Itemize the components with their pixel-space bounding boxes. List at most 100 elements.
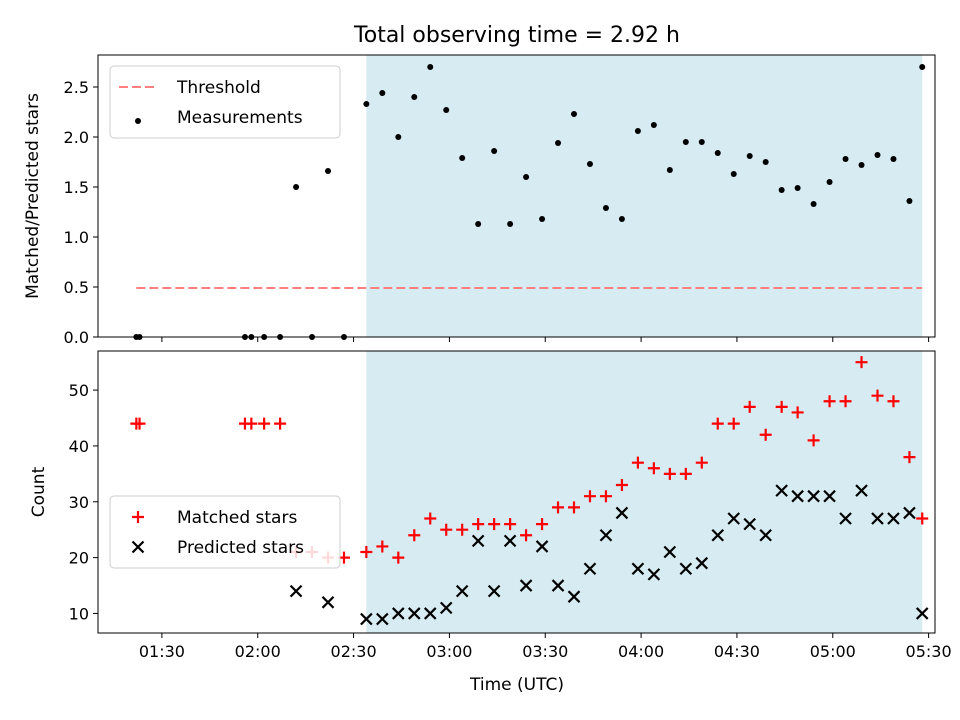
data-point [919,64,926,70]
data-point [759,428,772,441]
data-point [916,512,929,525]
x-tick-label: 01:30 [139,642,185,661]
data-point [762,159,769,165]
legend-swatch [135,118,141,124]
data-point [520,529,533,542]
data-point [274,417,287,430]
data-point [519,579,533,592]
data-point [871,389,884,402]
data-point [871,512,884,525]
data-point [360,612,373,626]
x-tick-label: 04:00 [618,642,664,661]
data-point [631,456,644,469]
data-point [504,518,517,531]
data-point [535,540,549,553]
data-point [695,456,708,469]
data-point [475,221,482,227]
data-point [472,518,485,531]
data-point [839,512,852,525]
data-point [650,122,657,128]
data-point [647,568,661,581]
y-axis-label: Count [29,466,49,517]
data-point [376,612,389,626]
data-point [456,523,469,536]
chart-title: Total observing time = 2.92 h [353,23,680,48]
data-point [615,479,628,492]
x-tick-label: 03:00 [426,642,472,661]
data-point [455,584,469,598]
data-point [583,490,596,503]
data-point [903,451,916,464]
y-tick-label: 1.5 [64,178,89,197]
y-tick-label: 50 [69,381,89,400]
data-point [711,417,724,430]
data-point [647,462,660,475]
plot-frame [97,54,936,338]
data-point [258,417,271,430]
legend-swatch [131,540,145,554]
data-point [631,562,645,576]
count-panel: 10 20 30 40 50 01:30 02:00 02:30 03:00 03:30 04:00… [29,350,952,661]
x-tick-label: 02:30 [331,642,377,661]
x-tick-label: 03:30 [522,642,568,661]
y-tick-label: 20 [69,549,89,568]
data-point [503,534,517,548]
data-point [759,528,772,542]
data-point [874,152,881,158]
data-point [791,489,804,503]
y-tick-label: 0.0 [64,328,89,347]
legend-swatch [132,511,144,523]
data-point [775,484,788,497]
data-point [842,156,849,162]
x-tick-label: 05:30 [906,642,952,661]
data-point [133,417,146,430]
data-point [887,395,900,408]
data-point [471,534,485,548]
data-point [395,134,402,140]
legend: Matched stars Predicted stars [109,495,341,569]
data-point [810,201,817,207]
data-point [583,562,597,576]
data-point [491,148,498,154]
data-point [791,406,804,419]
data-point [714,150,721,156]
y-tick-label: 10 [69,604,89,623]
data-point [855,484,868,497]
data-point [679,467,692,480]
data-point [424,512,437,525]
data-point [890,156,897,162]
data-point [523,174,530,180]
data-point [915,607,929,620]
data-point [903,506,916,520]
ratio-panel: 0.0 0.5 1.0 1.5 2.0 2.5 Matched/Predicted star… [23,54,936,347]
series-measurements [133,64,926,340]
data-point [376,540,389,553]
legend-label: Predicted stars [177,538,304,558]
y-tick-label: 40 [69,437,89,456]
data-point [443,107,450,113]
data-point [906,198,913,204]
data-point [487,584,501,598]
data-point [363,101,370,107]
data-point [666,167,673,173]
y-tick-label: 0.5 [64,278,89,297]
data-point [507,221,514,227]
legend-box [109,65,341,139]
data-point [778,187,785,193]
data-point [440,523,453,536]
data-point [615,506,629,520]
data-point [679,562,693,576]
plot-frame [97,350,936,634]
legend-label: Matched stars [177,508,297,528]
data-point [289,584,303,598]
data-point [743,517,756,531]
data-point [379,90,386,96]
data-point [539,216,546,222]
series-matched-stars [130,356,929,564]
data-point [711,528,725,542]
data-point [807,434,820,447]
data-point [392,551,405,564]
legend: Threshold Measurements [109,65,341,139]
shaded-region [366,55,923,337]
